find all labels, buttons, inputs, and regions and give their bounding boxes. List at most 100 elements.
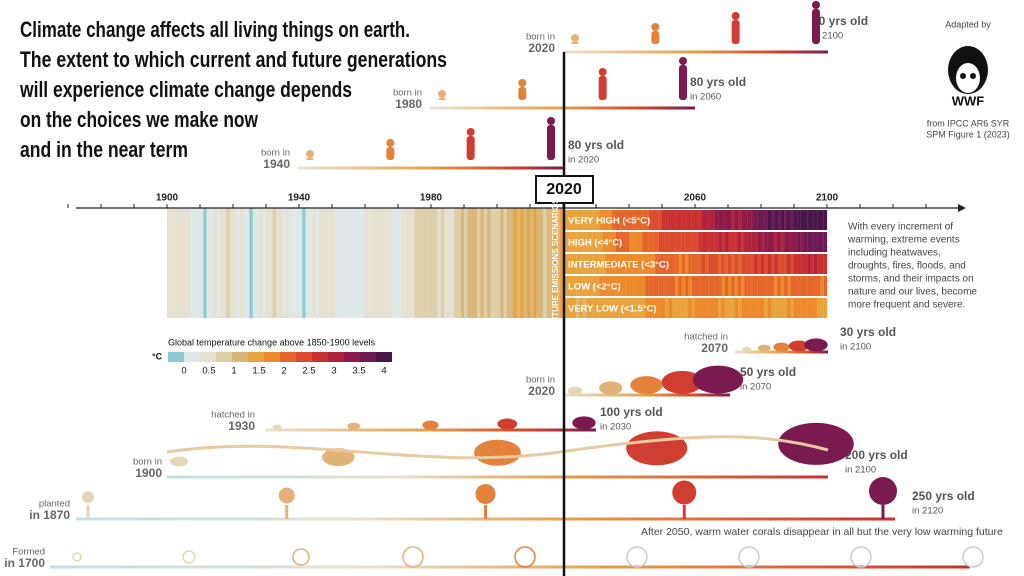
stripe bbox=[681, 276, 686, 296]
coral bbox=[72, 552, 82, 562]
end-year: in 2020 bbox=[568, 155, 599, 166]
stripe bbox=[576, 210, 580, 230]
stripe bbox=[678, 254, 682, 274]
stripe bbox=[662, 210, 666, 230]
stripe bbox=[315, 208, 319, 318]
stripe bbox=[695, 298, 699, 318]
stripe bbox=[658, 210, 663, 230]
start-label: born in bbox=[526, 375, 555, 386]
stripe bbox=[803, 298, 808, 318]
stripe bbox=[787, 232, 791, 252]
stripe bbox=[685, 232, 689, 252]
headline-line: The extent to which current and future g… bbox=[20, 47, 447, 72]
start-label: Formed bbox=[12, 547, 45, 558]
stripe bbox=[764, 298, 768, 318]
tree-crown bbox=[475, 484, 496, 504]
stripe bbox=[444, 208, 448, 318]
stripe bbox=[817, 254, 821, 274]
stripe bbox=[665, 276, 669, 296]
stripe bbox=[193, 208, 197, 318]
stripe bbox=[635, 276, 639, 296]
stripe bbox=[470, 208, 474, 318]
stripe bbox=[688, 232, 692, 252]
stripe bbox=[569, 254, 573, 274]
axis-label: 1900 bbox=[156, 193, 179, 204]
stripe bbox=[629, 276, 633, 296]
stripe bbox=[704, 276, 709, 296]
lifespan-line bbox=[50, 565, 970, 569]
stripe bbox=[681, 210, 686, 230]
stripe bbox=[784, 210, 788, 230]
stripe bbox=[341, 208, 346, 318]
stripe bbox=[777, 276, 781, 296]
stripe bbox=[579, 254, 583, 274]
stripe bbox=[810, 210, 814, 230]
stripe bbox=[605, 298, 610, 318]
animal bbox=[661, 370, 703, 394]
side-note: including heatwaves, bbox=[848, 248, 941, 259]
stripe bbox=[596, 210, 600, 230]
stripe bbox=[576, 232, 580, 252]
stripe bbox=[625, 298, 630, 318]
stripe bbox=[203, 208, 207, 318]
lifespan-line bbox=[265, 428, 596, 432]
stripe bbox=[602, 232, 606, 252]
stripe bbox=[754, 254, 758, 274]
axis-label: 1940 bbox=[288, 193, 311, 204]
stripe bbox=[635, 254, 639, 274]
stripe bbox=[602, 276, 606, 296]
stripe bbox=[582, 210, 587, 230]
stripe bbox=[632, 210, 636, 230]
stripe bbox=[813, 298, 818, 318]
start-year: in 1700 bbox=[4, 556, 45, 570]
stripe bbox=[695, 254, 699, 274]
stripe bbox=[807, 210, 811, 230]
animal bbox=[788, 340, 809, 352]
stripe bbox=[615, 254, 620, 274]
headline-line: will experience climate change depends bbox=[19, 77, 352, 102]
stripe bbox=[691, 298, 696, 318]
stripe bbox=[421, 208, 425, 318]
stripe bbox=[724, 276, 729, 296]
stripe bbox=[734, 276, 738, 296]
stripe bbox=[180, 208, 184, 318]
person-head bbox=[466, 128, 475, 136]
stripe bbox=[579, 232, 583, 252]
stripe bbox=[761, 298, 765, 318]
stripe bbox=[685, 254, 689, 274]
stripe bbox=[761, 254, 765, 274]
scenario-label: INTERMEDIATE (<3°C) bbox=[568, 260, 669, 271]
stripe bbox=[714, 254, 719, 274]
stripe bbox=[761, 210, 765, 230]
stripe bbox=[272, 208, 276, 318]
tree-trunk bbox=[285, 505, 289, 519]
stripe bbox=[734, 298, 738, 318]
stripe bbox=[592, 298, 597, 318]
stripe bbox=[566, 254, 570, 274]
stripe bbox=[820, 254, 824, 274]
stripe bbox=[299, 208, 303, 318]
stripe bbox=[322, 208, 326, 318]
animal bbox=[567, 386, 583, 395]
stripe bbox=[622, 276, 626, 296]
stripe bbox=[688, 276, 692, 296]
stripe bbox=[800, 276, 804, 296]
stripe bbox=[774, 232, 778, 252]
stripe bbox=[678, 210, 682, 230]
stripe bbox=[457, 208, 461, 318]
stripe bbox=[638, 276, 643, 296]
start-year: 1900 bbox=[135, 466, 162, 480]
stripe bbox=[579, 210, 583, 230]
person bbox=[651, 31, 660, 44]
stripe bbox=[648, 298, 653, 318]
end-year: in 2100 bbox=[845, 465, 876, 476]
legend-swatch bbox=[280, 352, 296, 362]
stripe bbox=[437, 208, 441, 318]
animal bbox=[322, 448, 355, 467]
stripe bbox=[645, 254, 649, 274]
stripe bbox=[539, 208, 544, 318]
stripe bbox=[790, 232, 795, 252]
panda-eye bbox=[970, 73, 976, 79]
start-label: born in bbox=[261, 148, 290, 159]
stripe bbox=[658, 232, 663, 252]
